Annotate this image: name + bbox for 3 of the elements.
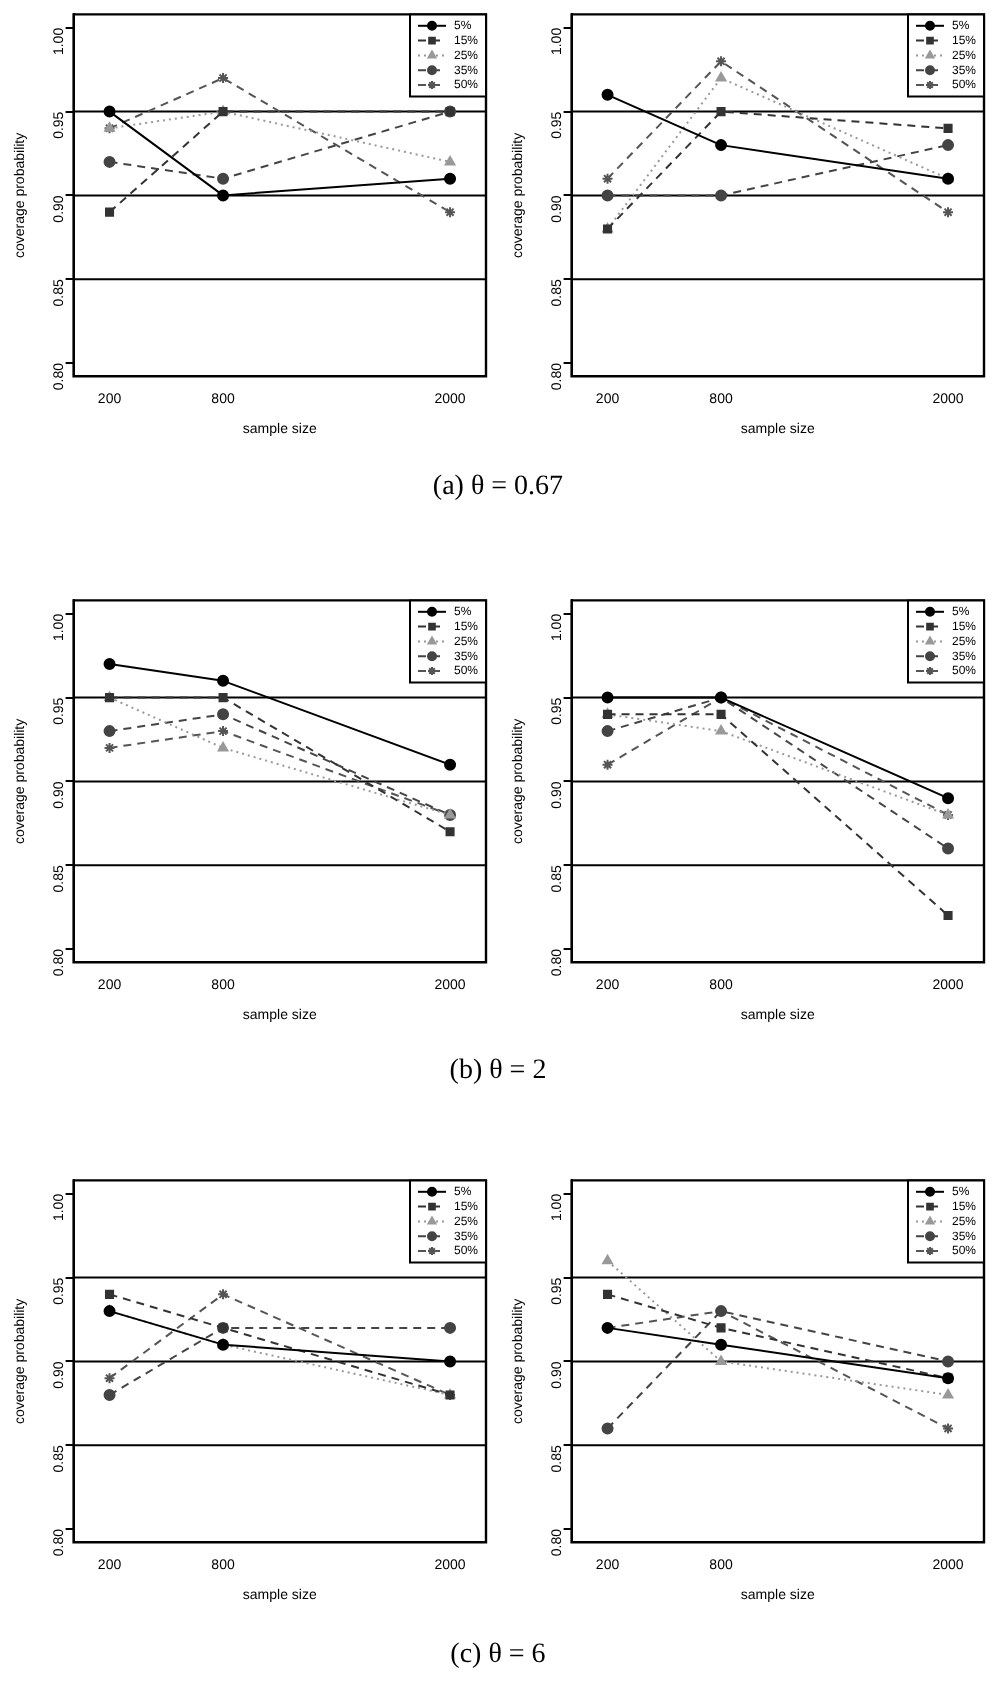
text: (c) θ = 6	[448, 1640, 548, 1672]
text: (b) θ = 2	[447, 1056, 549, 1088]
text: (a) θ = 0.67	[430, 472, 566, 504]
